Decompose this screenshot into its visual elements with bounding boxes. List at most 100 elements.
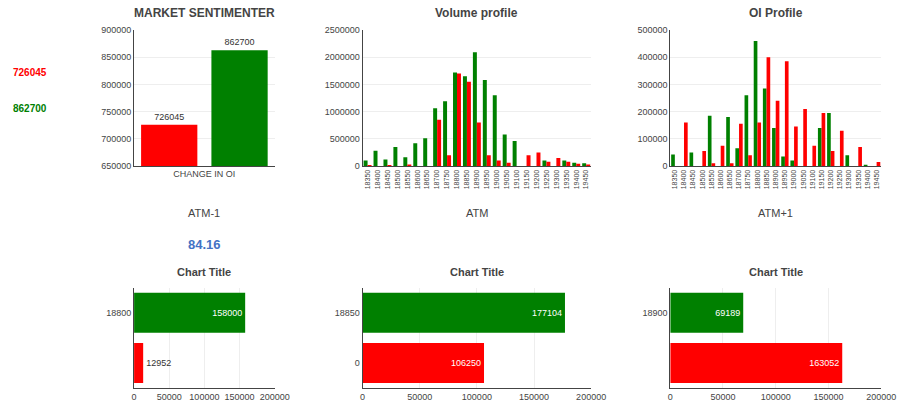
svg-text:19300: 19300 [845, 170, 852, 190]
svg-text:18350: 18350 [671, 170, 678, 190]
svg-text:750000: 750000 [101, 107, 131, 117]
svg-text:OI Profile: OI Profile [749, 6, 803, 20]
svg-text:150000: 150000 [813, 392, 843, 402]
svg-text:18950: 18950 [781, 170, 788, 190]
svg-text:650000: 650000 [101, 161, 131, 171]
svg-text:18800: 18800 [453, 170, 460, 190]
svg-text:18400: 18400 [374, 170, 381, 190]
svg-text:18750: 18750 [744, 170, 751, 190]
svg-text:18350: 18350 [364, 170, 371, 190]
svg-text:18850: 18850 [335, 308, 360, 318]
svg-text:862700: 862700 [225, 37, 255, 47]
svg-text:200000: 200000 [866, 392, 896, 402]
svg-text:0: 0 [662, 161, 667, 171]
svg-text:0: 0 [132, 392, 137, 402]
svg-text:1000000: 1000000 [325, 107, 360, 117]
svg-text:19050: 19050 [800, 170, 807, 190]
svg-text:19100: 19100 [809, 170, 816, 190]
svg-text:50000: 50000 [710, 392, 735, 402]
svg-text:150000: 150000 [225, 392, 255, 402]
svg-text:ATM+1: ATM+1 [758, 207, 793, 219]
svg-text:19200: 19200 [533, 170, 540, 190]
svg-text:ATM: ATM [466, 207, 488, 219]
svg-text:19150: 19150 [818, 170, 825, 190]
svg-text:18500: 18500 [394, 170, 401, 190]
svg-text:862700: 862700 [13, 103, 47, 114]
svg-text:19000: 19000 [493, 170, 500, 190]
svg-text:726045: 726045 [154, 112, 184, 122]
svg-text:18800: 18800 [754, 170, 761, 190]
svg-text:158000: 158000 [212, 308, 242, 318]
svg-text:2500000: 2500000 [325, 25, 360, 35]
svg-text:18900: 18900 [473, 170, 480, 190]
svg-text:19400: 19400 [864, 170, 871, 190]
svg-text:2000000: 2000000 [325, 52, 360, 62]
svg-text:300000: 300000 [637, 80, 667, 90]
svg-text:100000: 100000 [462, 392, 492, 402]
svg-text:18450: 18450 [384, 170, 391, 190]
svg-text:163052: 163052 [809, 358, 839, 368]
svg-text:18700: 18700 [735, 170, 742, 190]
svg-text:19300: 19300 [553, 170, 560, 190]
svg-text:84.16: 84.16 [188, 237, 221, 252]
svg-text:18600: 18600 [717, 170, 724, 190]
svg-text:18700: 18700 [433, 170, 440, 190]
svg-text:18900: 18900 [642, 308, 667, 318]
svg-text:177104: 177104 [532, 308, 562, 318]
svg-text:19100: 19100 [513, 170, 520, 190]
svg-text:19450: 19450 [582, 170, 589, 190]
svg-text:Volume profile: Volume profile [435, 6, 518, 20]
svg-text:0: 0 [355, 358, 360, 368]
svg-text:Chart Title: Chart Title [177, 266, 231, 278]
svg-text:18450: 18450 [689, 170, 696, 190]
svg-text:850000: 850000 [101, 52, 131, 62]
svg-text:200000: 200000 [260, 392, 290, 402]
svg-text:150000: 150000 [519, 392, 549, 402]
svg-text:19250: 19250 [543, 170, 550, 190]
svg-text:19150: 19150 [523, 170, 530, 190]
svg-text:500000: 500000 [330, 134, 360, 144]
svg-text:18900: 18900 [772, 170, 779, 190]
svg-text:19350: 19350 [563, 170, 570, 190]
svg-text:106250: 106250 [451, 358, 481, 368]
svg-text:18850: 18850 [463, 170, 470, 190]
svg-text:MARKET SENTIMENTER: MARKET SENTIMENTER [134, 6, 275, 20]
svg-text:0: 0 [668, 392, 673, 402]
svg-text:18550: 18550 [404, 170, 411, 190]
svg-text:900000: 900000 [101, 25, 131, 35]
svg-text:18800: 18800 [106, 308, 131, 318]
svg-text:50000: 50000 [157, 392, 182, 402]
svg-text:19050: 19050 [503, 170, 510, 190]
svg-text:19350: 19350 [855, 170, 862, 190]
svg-text:18600: 18600 [414, 170, 421, 190]
svg-text:19000: 19000 [790, 170, 797, 190]
svg-text:19450: 19450 [873, 170, 880, 190]
svg-text:19400: 19400 [573, 170, 580, 190]
svg-text:Chart Title: Chart Title [749, 266, 803, 278]
svg-text:ATM-1: ATM-1 [188, 207, 220, 219]
svg-text:1500000: 1500000 [325, 80, 360, 90]
svg-text:18500: 18500 [699, 170, 706, 190]
svg-text:0: 0 [360, 392, 365, 402]
svg-text:18650: 18650 [726, 170, 733, 190]
svg-text:12952: 12952 [146, 358, 171, 368]
svg-text:0: 0 [355, 161, 360, 171]
svg-text:18950: 18950 [483, 170, 490, 190]
svg-text:Chart Title: Chart Title [450, 266, 504, 278]
svg-text:69189: 69189 [715, 308, 740, 318]
svg-text:50000: 50000 [407, 392, 432, 402]
svg-text:100000: 100000 [637, 134, 667, 144]
svg-text:18650: 18650 [423, 170, 430, 190]
svg-text:400000: 400000 [637, 52, 667, 62]
svg-text:19200: 19200 [827, 170, 834, 190]
svg-text:19250: 19250 [836, 170, 843, 190]
svg-text:700000: 700000 [101, 134, 131, 144]
svg-text:200000: 200000 [576, 392, 606, 402]
svg-text:800000: 800000 [101, 80, 131, 90]
svg-text:CHANGE IN OI: CHANGE IN OI [173, 169, 235, 179]
svg-text:100000: 100000 [761, 392, 791, 402]
svg-text:18400: 18400 [680, 170, 687, 190]
svg-text:18850: 18850 [763, 170, 770, 190]
svg-text:100000: 100000 [189, 392, 219, 402]
svg-text:500000: 500000 [637, 25, 667, 35]
